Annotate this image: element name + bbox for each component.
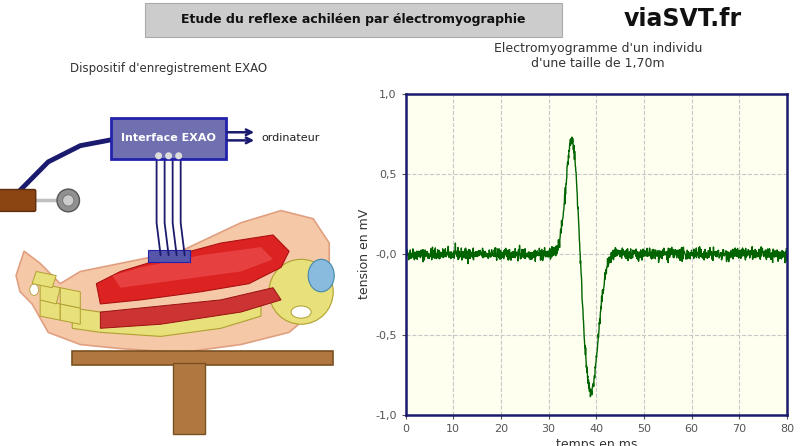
Polygon shape (72, 300, 261, 336)
Polygon shape (60, 304, 80, 324)
FancyBboxPatch shape (111, 118, 226, 160)
Ellipse shape (30, 284, 38, 295)
FancyBboxPatch shape (72, 351, 333, 365)
Polygon shape (40, 300, 60, 320)
Circle shape (156, 153, 161, 159)
Polygon shape (16, 211, 329, 353)
FancyBboxPatch shape (148, 250, 189, 262)
Ellipse shape (308, 259, 334, 292)
Text: viaSVT.fr: viaSVT.fr (622, 7, 741, 31)
Text: Interface EXAO: Interface EXAO (121, 133, 216, 143)
FancyBboxPatch shape (0, 190, 36, 211)
X-axis label: temps en ms: temps en ms (555, 438, 636, 446)
Polygon shape (40, 284, 60, 304)
Circle shape (166, 153, 172, 159)
Circle shape (269, 259, 333, 324)
Polygon shape (112, 247, 273, 288)
Polygon shape (32, 272, 56, 288)
Circle shape (176, 153, 181, 159)
Ellipse shape (291, 306, 311, 318)
FancyBboxPatch shape (172, 363, 205, 434)
Text: Etude du reflexe achiléen par électromyographie: Etude du reflexe achiléen par électromyo… (180, 13, 525, 26)
Polygon shape (60, 288, 80, 308)
Y-axis label: tension en mV: tension en mV (358, 209, 371, 299)
Circle shape (57, 189, 79, 212)
Polygon shape (100, 288, 281, 328)
Text: ordinateur: ordinateur (261, 133, 319, 143)
Polygon shape (96, 235, 289, 304)
Text: Electromyogramme d'un individu
d'une taille de 1,70m: Electromyogramme d'un individu d'une tai… (493, 42, 702, 70)
FancyBboxPatch shape (144, 3, 561, 37)
Circle shape (63, 195, 74, 206)
Text: Dispositif d'enregistrement EXAO: Dispositif d'enregistrement EXAO (70, 62, 267, 75)
